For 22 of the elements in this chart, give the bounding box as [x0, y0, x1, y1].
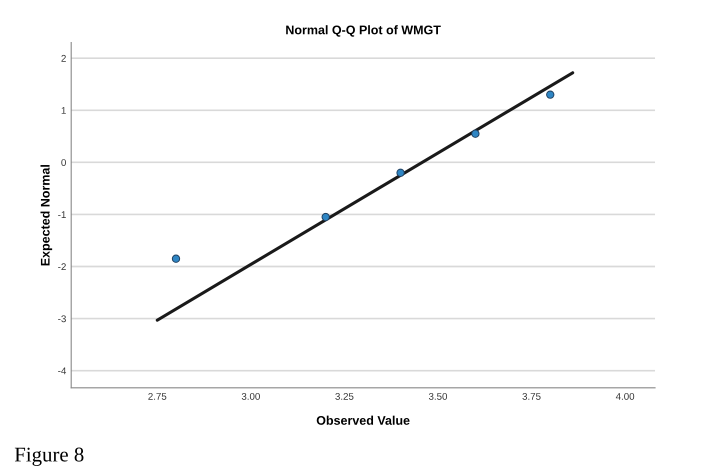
- chart-title: Normal Q-Q Plot of WMGT: [286, 25, 441, 37]
- y-tick-label: -3: [58, 315, 66, 322]
- x-tick-label: 2.75: [148, 392, 166, 400]
- point: [172, 254, 180, 263]
- x-tick-label: 3.00: [242, 392, 260, 400]
- x-tick-label: 3.75: [522, 392, 541, 400]
- y-tick-label: 2: [61, 54, 66, 62]
- y-axis-title: Expected Normal: [40, 165, 52, 266]
- point: [471, 130, 480, 138]
- point: [322, 212, 330, 222]
- x-axis-title: Observed Value: [316, 416, 410, 425]
- y-tick-label: -2: [58, 263, 66, 270]
- y-tick-label: 1: [62, 107, 66, 114]
- caption: Figure 8: [14, 448, 84, 466]
- point: [546, 90, 554, 99]
- y-tick-label: 0: [61, 159, 66, 166]
- x-tick-label: 4.00: [616, 392, 634, 400]
- x-tick-label: 3.50: [428, 392, 448, 400]
- point: [396, 168, 405, 177]
- x-tick-label: 3.25: [335, 392, 354, 400]
- y-tick-label: -1: [58, 211, 66, 218]
- y-tick-label: -4: [58, 368, 66, 374]
